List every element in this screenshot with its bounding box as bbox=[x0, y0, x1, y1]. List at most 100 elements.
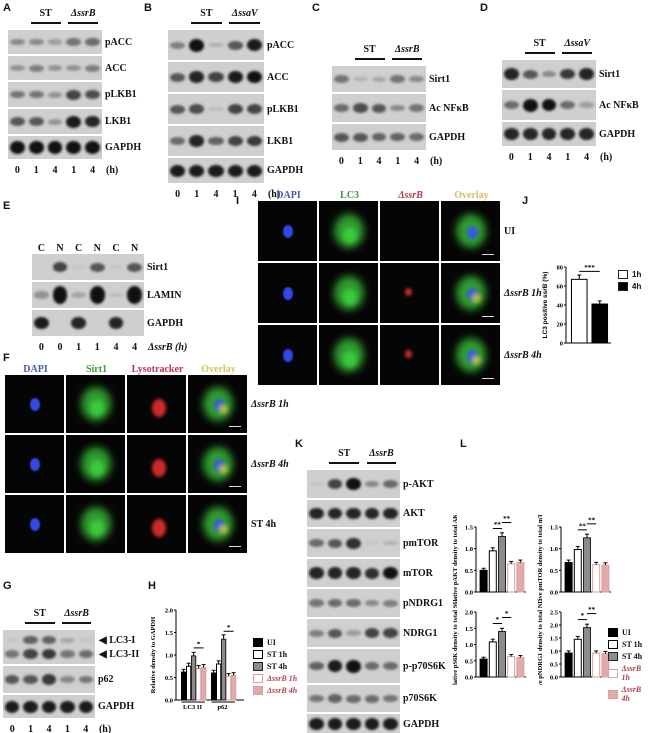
lane-label: 1 bbox=[357, 156, 363, 167]
y-tick-label: 2.5 bbox=[550, 610, 559, 617]
protein-band bbox=[5, 700, 20, 713]
blot-d: ST ΔssaV Sirt1 Ac NFκB GAPDH 0 1 4 1 4 (h) bbox=[502, 38, 639, 163]
lane-label: 4 bbox=[90, 165, 96, 176]
y-tick-label: 40 bbox=[557, 303, 564, 310]
protein-band bbox=[66, 115, 82, 128]
legend-label: 4h bbox=[632, 282, 642, 291]
blot-row: pNDRG1 bbox=[307, 589, 446, 617]
group-header: ST bbox=[521, 38, 559, 54]
protein-band bbox=[346, 599, 361, 607]
blot-row: pmTOR bbox=[307, 529, 446, 557]
protein-band bbox=[28, 90, 44, 99]
significance-marker: ** bbox=[503, 515, 511, 523]
y-tick-label: 0.0 bbox=[165, 698, 173, 705]
lane-label: 0 bbox=[14, 165, 20, 176]
blot-strip bbox=[8, 56, 102, 80]
protein-band bbox=[383, 599, 398, 607]
blot-strip bbox=[307, 500, 400, 527]
blot-row: LAMIN bbox=[32, 282, 187, 308]
lane-label: 4 bbox=[113, 342, 119, 353]
protein-band bbox=[560, 68, 576, 80]
dapi-signal bbox=[282, 287, 293, 300]
protein-band bbox=[5, 650, 20, 658]
column-header: Lysotracker bbox=[131, 364, 184, 375]
protein-band bbox=[78, 649, 93, 658]
row-label: pACC bbox=[267, 39, 295, 51]
protein-band bbox=[85, 64, 100, 72]
protein-band bbox=[346, 537, 361, 549]
protein-band bbox=[390, 75, 406, 83]
dapi-signal bbox=[29, 458, 40, 471]
row-label: GAPDH bbox=[429, 131, 466, 143]
protein-band bbox=[522, 69, 538, 79]
protein-band bbox=[90, 286, 105, 304]
bar bbox=[186, 665, 192, 701]
legend-label: 1h bbox=[632, 270, 642, 279]
protein-band bbox=[10, 141, 25, 154]
protein-band bbox=[327, 479, 343, 489]
protein-band bbox=[504, 101, 519, 109]
protein-band bbox=[10, 65, 25, 71]
row-label: mTOR bbox=[403, 567, 433, 579]
blot-row: GAPDH bbox=[3, 695, 139, 718]
protein-band bbox=[41, 674, 57, 685]
micrograph-dapi bbox=[258, 263, 317, 323]
group-label: ST bbox=[338, 448, 351, 459]
row-label: GAPDH bbox=[147, 317, 184, 329]
row-label: pmTOR bbox=[403, 537, 439, 549]
legend-item: 1h bbox=[618, 270, 641, 279]
group-line bbox=[354, 58, 385, 60]
protein-band bbox=[246, 70, 262, 84]
chart-j: 0 20 40 60 80 LC3 positive ssrB (%) *** bbox=[540, 255, 615, 360]
blot-strip bbox=[8, 82, 102, 107]
bar-chart: 0.0 0.5 1.0 1.5 2.0 Relative pS6K density to … bbox=[452, 596, 526, 693]
blot-header: ST ΔssaV bbox=[502, 38, 639, 60]
blot-strip bbox=[307, 685, 400, 712]
image-row: UI bbox=[258, 201, 542, 261]
significance-marker: * bbox=[227, 624, 231, 632]
protein-band bbox=[246, 39, 262, 51]
row-label: p70S6K bbox=[403, 693, 437, 704]
protein-band bbox=[47, 65, 63, 71]
protein-band bbox=[85, 89, 100, 100]
protein-band bbox=[227, 40, 243, 50]
row-label: UI bbox=[504, 225, 516, 237]
bar bbox=[216, 663, 222, 701]
significance-marker: * bbox=[581, 612, 585, 620]
protein-band bbox=[28, 141, 44, 154]
blot-strip bbox=[8, 109, 102, 134]
protein-band bbox=[189, 135, 205, 147]
blot-e: C N C N C N Sirt1 LAMIN GAPDH 0 0 1 1 4 4 ΔssrB (h) bbox=[32, 240, 187, 353]
scale-bar bbox=[229, 545, 241, 547]
blot-row: pLKB1 bbox=[168, 94, 303, 124]
chart-l-pndrg1: 0.0 0.5 1.0 1.5 2.0 2.5 Relative pNDRG1 densit… bbox=[535, 586, 615, 703]
row-label: GAPDH bbox=[98, 701, 135, 712]
legend-swatch bbox=[253, 686, 263, 695]
blot-strip bbox=[3, 630, 95, 664]
protein-band bbox=[383, 662, 398, 670]
blot-strip bbox=[502, 122, 596, 146]
y-tick-label: 0.0 bbox=[465, 590, 473, 597]
group-header: ΔssrB bbox=[363, 448, 400, 464]
fraction-label: C bbox=[75, 243, 83, 254]
x-category-label: LC3 II bbox=[183, 704, 202, 711]
lane-labels: 0 1 4 1 4 (h) bbox=[8, 165, 141, 176]
protein-band bbox=[208, 72, 224, 82]
micrograph-overlay bbox=[441, 201, 500, 261]
green-signal bbox=[342, 227, 357, 243]
micrograph-dapi bbox=[5, 375, 64, 433]
protein-band bbox=[246, 135, 262, 147]
protein-band bbox=[504, 128, 519, 140]
protein-band bbox=[47, 91, 63, 98]
protein-band bbox=[364, 567, 380, 579]
legend-label: ΔssrB 4h bbox=[621, 685, 642, 703]
protein-band bbox=[383, 628, 398, 638]
protein-band bbox=[346, 694, 361, 703]
y-tick-label: 2.0 bbox=[465, 610, 473, 617]
blot-row: Ac NFκB bbox=[332, 94, 469, 122]
protein-band bbox=[579, 68, 594, 80]
protein-band bbox=[352, 76, 368, 82]
blot-strip bbox=[502, 90, 596, 120]
y-tick-label: 0.5 bbox=[165, 675, 174, 682]
protein-band bbox=[208, 42, 224, 48]
